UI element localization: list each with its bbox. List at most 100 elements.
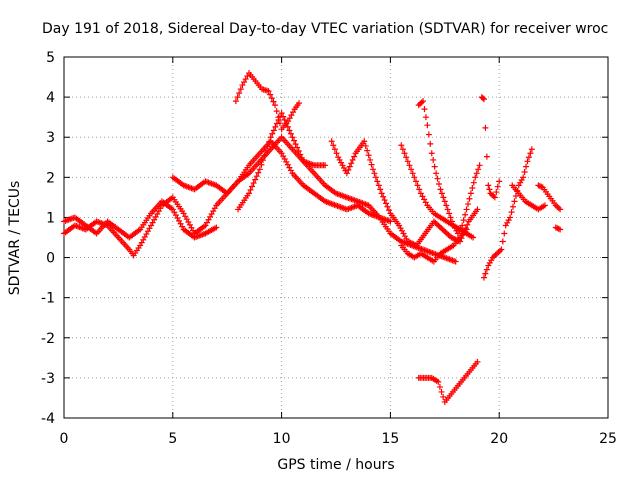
data-point bbox=[465, 201, 472, 208]
data-point bbox=[480, 274, 487, 281]
data-point bbox=[368, 161, 375, 168]
data-point bbox=[491, 194, 498, 201]
data-point bbox=[280, 113, 287, 120]
data-point bbox=[557, 206, 564, 213]
data-point bbox=[289, 134, 296, 141]
data-point bbox=[446, 210, 453, 217]
data-point bbox=[241, 79, 248, 86]
data-point bbox=[486, 186, 493, 193]
data-point bbox=[520, 174, 527, 181]
data-point bbox=[270, 127, 277, 134]
x-tick-label: 10 bbox=[273, 431, 291, 447]
data-point bbox=[364, 147, 371, 154]
data-point bbox=[406, 162, 413, 169]
data-point bbox=[258, 161, 265, 168]
data-point bbox=[431, 163, 438, 170]
data-point bbox=[278, 110, 285, 117]
series-sat-e bbox=[235, 110, 459, 265]
axis-ticks: -4 -3 -2 -1 0 1 2 3 4 5 0 5 10 15 20 25 bbox=[41, 50, 617, 447]
data-point bbox=[361, 138, 368, 145]
data-point bbox=[242, 76, 249, 83]
data-point bbox=[444, 206, 451, 213]
data-point bbox=[414, 182, 421, 189]
data-point bbox=[253, 173, 260, 180]
data-point bbox=[557, 226, 564, 233]
plot-frame bbox=[63, 56, 609, 419]
data-point bbox=[422, 114, 429, 121]
data-point bbox=[292, 141, 299, 148]
data-point bbox=[398, 142, 405, 149]
data-point bbox=[365, 152, 372, 159]
series-sat-j bbox=[415, 358, 481, 405]
data-point bbox=[247, 186, 254, 193]
y-tick-label: 2 bbox=[46, 170, 55, 186]
data-point bbox=[408, 166, 415, 173]
data-point bbox=[496, 178, 503, 185]
data-point bbox=[536, 183, 543, 190]
data-point bbox=[508, 209, 515, 216]
data-point bbox=[273, 120, 280, 127]
data-point bbox=[346, 163, 353, 170]
series-sat-l bbox=[509, 182, 548, 213]
data-point bbox=[469, 185, 476, 192]
data-point bbox=[538, 183, 545, 190]
data-point bbox=[330, 142, 337, 149]
data-point bbox=[447, 214, 454, 221]
data-point bbox=[464, 221, 471, 228]
data-point bbox=[470, 234, 477, 241]
data-point bbox=[281, 117, 288, 124]
data-point bbox=[501, 230, 508, 237]
series-sat-k bbox=[480, 146, 535, 281]
data-point bbox=[377, 186, 384, 193]
data-point bbox=[328, 138, 335, 145]
y-tick-label: -1 bbox=[41, 291, 55, 307]
data-point bbox=[383, 200, 390, 207]
data-point bbox=[498, 246, 505, 253]
series-sat-i bbox=[398, 226, 470, 265]
data-point bbox=[261, 152, 268, 159]
data-point bbox=[273, 108, 280, 115]
data-point bbox=[349, 156, 356, 163]
series-sat-d bbox=[232, 70, 303, 133]
data-point bbox=[509, 203, 516, 210]
data-point bbox=[527, 150, 534, 157]
data-point bbox=[467, 190, 474, 197]
data-point bbox=[362, 142, 369, 149]
data-point bbox=[470, 179, 477, 186]
data-point bbox=[511, 198, 518, 205]
data-point bbox=[399, 146, 406, 153]
data-point bbox=[387, 218, 394, 225]
y-tick-label: 3 bbox=[46, 130, 55, 146]
data-point bbox=[421, 106, 428, 113]
data-point bbox=[443, 202, 450, 209]
data-point bbox=[294, 144, 301, 151]
data-point bbox=[472, 174, 479, 181]
data-point bbox=[290, 109, 297, 116]
data-point bbox=[367, 156, 374, 163]
data-point bbox=[462, 211, 469, 218]
data-point bbox=[369, 166, 376, 173]
data-point bbox=[234, 94, 241, 101]
data-point bbox=[485, 182, 492, 189]
data-point bbox=[437, 186, 444, 193]
data-point bbox=[420, 98, 427, 105]
data-point bbox=[286, 115, 293, 122]
data-point bbox=[259, 157, 266, 164]
data-point bbox=[375, 182, 382, 189]
data-point bbox=[343, 170, 350, 177]
data-point bbox=[256, 166, 263, 173]
data-points bbox=[61, 70, 564, 405]
data-point bbox=[264, 143, 271, 150]
series-sat-b bbox=[61, 198, 220, 241]
data-point bbox=[438, 388, 445, 395]
data-point bbox=[385, 207, 392, 214]
data-point bbox=[268, 95, 275, 102]
data-point bbox=[291, 137, 298, 144]
x-axis-label: GPS time / hours bbox=[277, 457, 394, 473]
data-point bbox=[435, 181, 442, 188]
data-point bbox=[237, 86, 244, 93]
data-point bbox=[283, 120, 290, 127]
data-point bbox=[494, 183, 501, 190]
data-point bbox=[322, 162, 329, 169]
